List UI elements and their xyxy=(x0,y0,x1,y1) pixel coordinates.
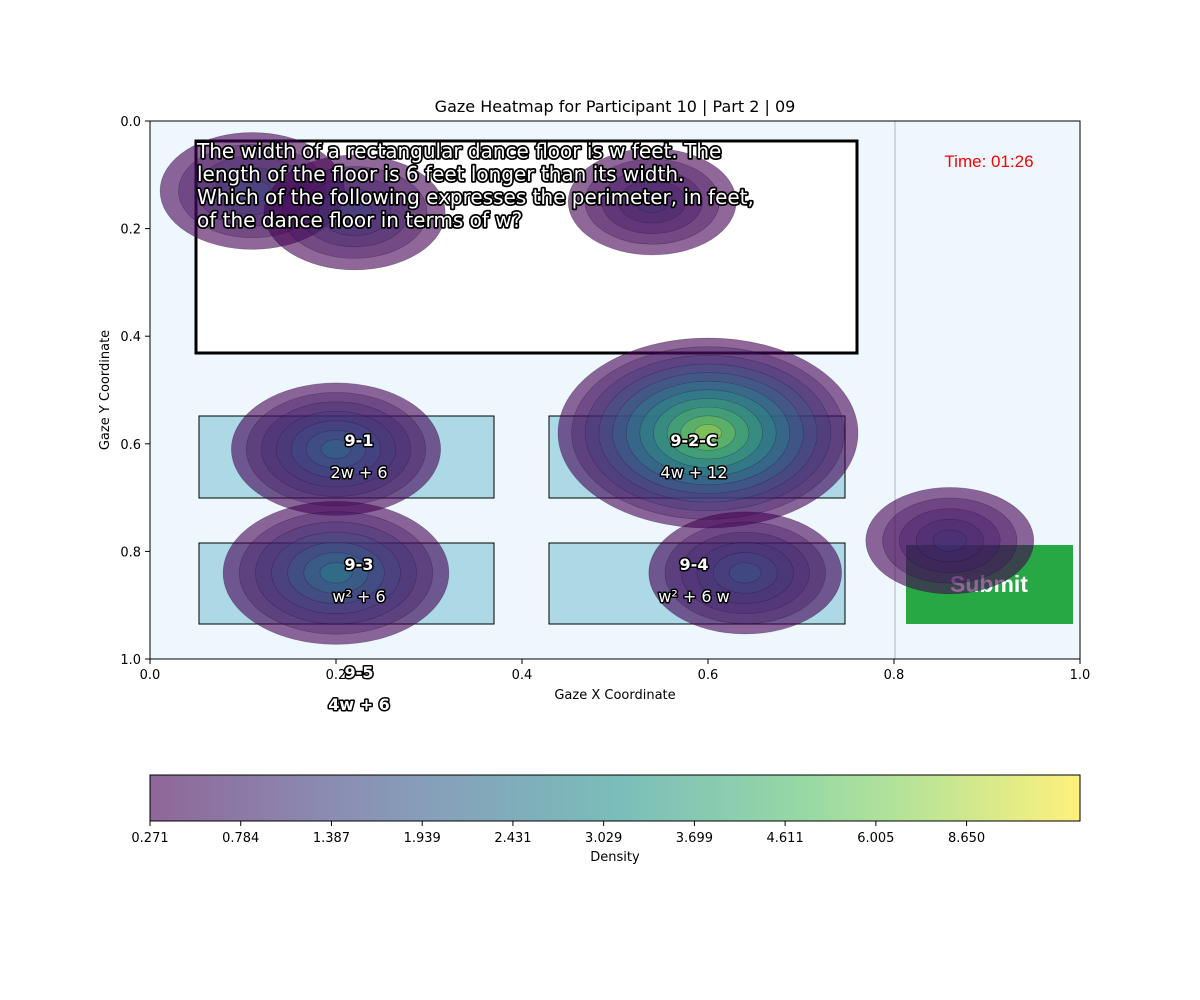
colorbar-tick-label: 3.029 xyxy=(585,831,622,846)
option-text-9-5: 4w + 6 xyxy=(328,695,390,714)
density-contour xyxy=(882,497,1018,584)
density-peak xyxy=(231,382,441,516)
density-contour xyxy=(255,521,417,625)
density-contour xyxy=(275,411,397,488)
density-contour xyxy=(584,355,832,512)
colorbar-tick-label: 1.387 xyxy=(313,831,350,846)
density-contour xyxy=(318,189,392,236)
density-contour xyxy=(680,531,810,614)
colorbar-tick-label: 3.699 xyxy=(676,831,713,846)
option-text-9-3: w² + 6 xyxy=(332,587,385,606)
density-contour xyxy=(639,389,777,477)
colorbar-tick-label: 1.939 xyxy=(404,831,441,846)
density-contour xyxy=(290,420,382,478)
density-peak xyxy=(222,501,450,645)
density-peak xyxy=(567,148,737,256)
option-text-9-1: 2w + 6 xyxy=(330,463,387,482)
x-tick-label: 0.8 xyxy=(884,668,905,683)
x-tick-label: 0.6 xyxy=(698,668,719,683)
x-tick-label: 0.4 xyxy=(512,668,533,683)
axes-frame xyxy=(149,120,1081,660)
option-id-9-2-C: 9-2-C xyxy=(670,431,717,450)
colorbar: 0.271 0.784 1.387 1.939 2.431 3.029 3.699 4.611… xyxy=(131,774,1081,865)
density-contour xyxy=(584,158,720,245)
colorbar-label: Density xyxy=(590,850,640,865)
density-contour xyxy=(932,529,967,552)
density-contour xyxy=(625,380,791,486)
density-contour xyxy=(336,200,374,225)
timer-text: Time: 01:26 xyxy=(944,152,1033,171)
density-contour xyxy=(319,562,353,584)
colorbar-tick-label: 0.271 xyxy=(131,831,168,846)
density-contour xyxy=(618,180,687,224)
density-contour xyxy=(635,190,670,213)
density-contour xyxy=(664,521,826,625)
gaze-density-layer xyxy=(159,132,1035,645)
x-tick-label: 0.0 xyxy=(140,668,161,683)
question-line-3: Which of the following expresses the per… xyxy=(197,185,754,209)
x-tick-label: 1.0 xyxy=(1070,668,1091,683)
density-contour xyxy=(238,511,434,635)
question-line-4: of the dance floor in terms of w? xyxy=(197,208,522,232)
density-contour xyxy=(653,398,763,468)
y-tick-label: 0.0 xyxy=(120,115,141,130)
chart-title: Gaze Heatmap for Participant 10 | Part 2… xyxy=(435,97,796,116)
y-tick-label: 0.8 xyxy=(120,545,141,560)
y-tick-label: 0.2 xyxy=(120,223,141,238)
y-tick-label: 0.4 xyxy=(120,330,141,345)
density-contour xyxy=(696,542,794,604)
density-contour xyxy=(865,487,1035,595)
density-contour xyxy=(281,166,428,259)
y-tick-label: 0.6 xyxy=(120,438,141,453)
density-peak xyxy=(263,154,446,271)
density-contour xyxy=(305,429,367,469)
colorbar-tick-label: 2.431 xyxy=(494,831,531,846)
density-contour xyxy=(728,562,762,584)
y-tick-label: 1.0 xyxy=(120,653,141,668)
density-contour xyxy=(567,148,737,256)
x-axis: 0.0 0.2 0.4 0.6 0.8 1.0 xyxy=(140,659,1091,683)
density-contour xyxy=(299,177,410,248)
colorbar-ticks: 0.271 0.784 1.387 1.939 2.431 3.029 3.699 4.611… xyxy=(131,821,985,846)
x-tick-label: 0.2 xyxy=(326,668,347,683)
density-contour xyxy=(612,372,804,494)
density-peak xyxy=(648,511,842,635)
colorbar-tick-label: 0.784 xyxy=(222,831,259,846)
density-contour xyxy=(899,508,1001,573)
option-id-9-1: 9-1 xyxy=(345,431,374,450)
option-id-9-5: 9-5 xyxy=(345,663,374,682)
density-contour xyxy=(222,501,450,645)
density-contour xyxy=(287,541,385,604)
density-contour xyxy=(271,531,401,615)
colorbar-tick-label: 6.005 xyxy=(857,831,894,846)
density-contour xyxy=(598,363,818,503)
option-id-9-4: 9-4 xyxy=(680,555,709,574)
density-contour xyxy=(320,439,352,459)
option-id-9-3: 9-3 xyxy=(345,555,374,574)
x-axis-label: Gaze X Coordinate xyxy=(554,688,675,703)
colorbar-bar xyxy=(149,774,1081,822)
question-line-2: length of the floor is 6 feet longer tha… xyxy=(197,162,684,186)
density-contour xyxy=(666,406,750,460)
option-text-9-2-C: 4w + 12 xyxy=(660,463,727,482)
question-text: The width of a rectangular dance floor i… xyxy=(194,137,755,234)
y-axis: 0.0 0.2 0.4 0.6 0.8 1.0 xyxy=(120,115,150,668)
y-axis-label: Gaze Y Coordinate xyxy=(98,330,113,450)
density-contour xyxy=(263,154,446,271)
density-contour xyxy=(303,552,369,594)
density-contour xyxy=(601,169,703,234)
density-peak xyxy=(865,487,1035,595)
density-contour xyxy=(694,424,722,442)
density-contour xyxy=(680,415,736,451)
colorbar-tick-label: 4.611 xyxy=(767,831,804,846)
question-line-1: The width of a rectangular dance floor i… xyxy=(196,139,721,163)
density-contour xyxy=(648,511,842,635)
density-peak xyxy=(557,337,859,529)
density-contour xyxy=(260,401,412,497)
option-text-9-4: w² + 6 w xyxy=(658,587,729,606)
density-contour xyxy=(712,552,778,594)
density-contour xyxy=(915,519,984,563)
colorbar-tick-label: 8.650 xyxy=(948,831,985,846)
